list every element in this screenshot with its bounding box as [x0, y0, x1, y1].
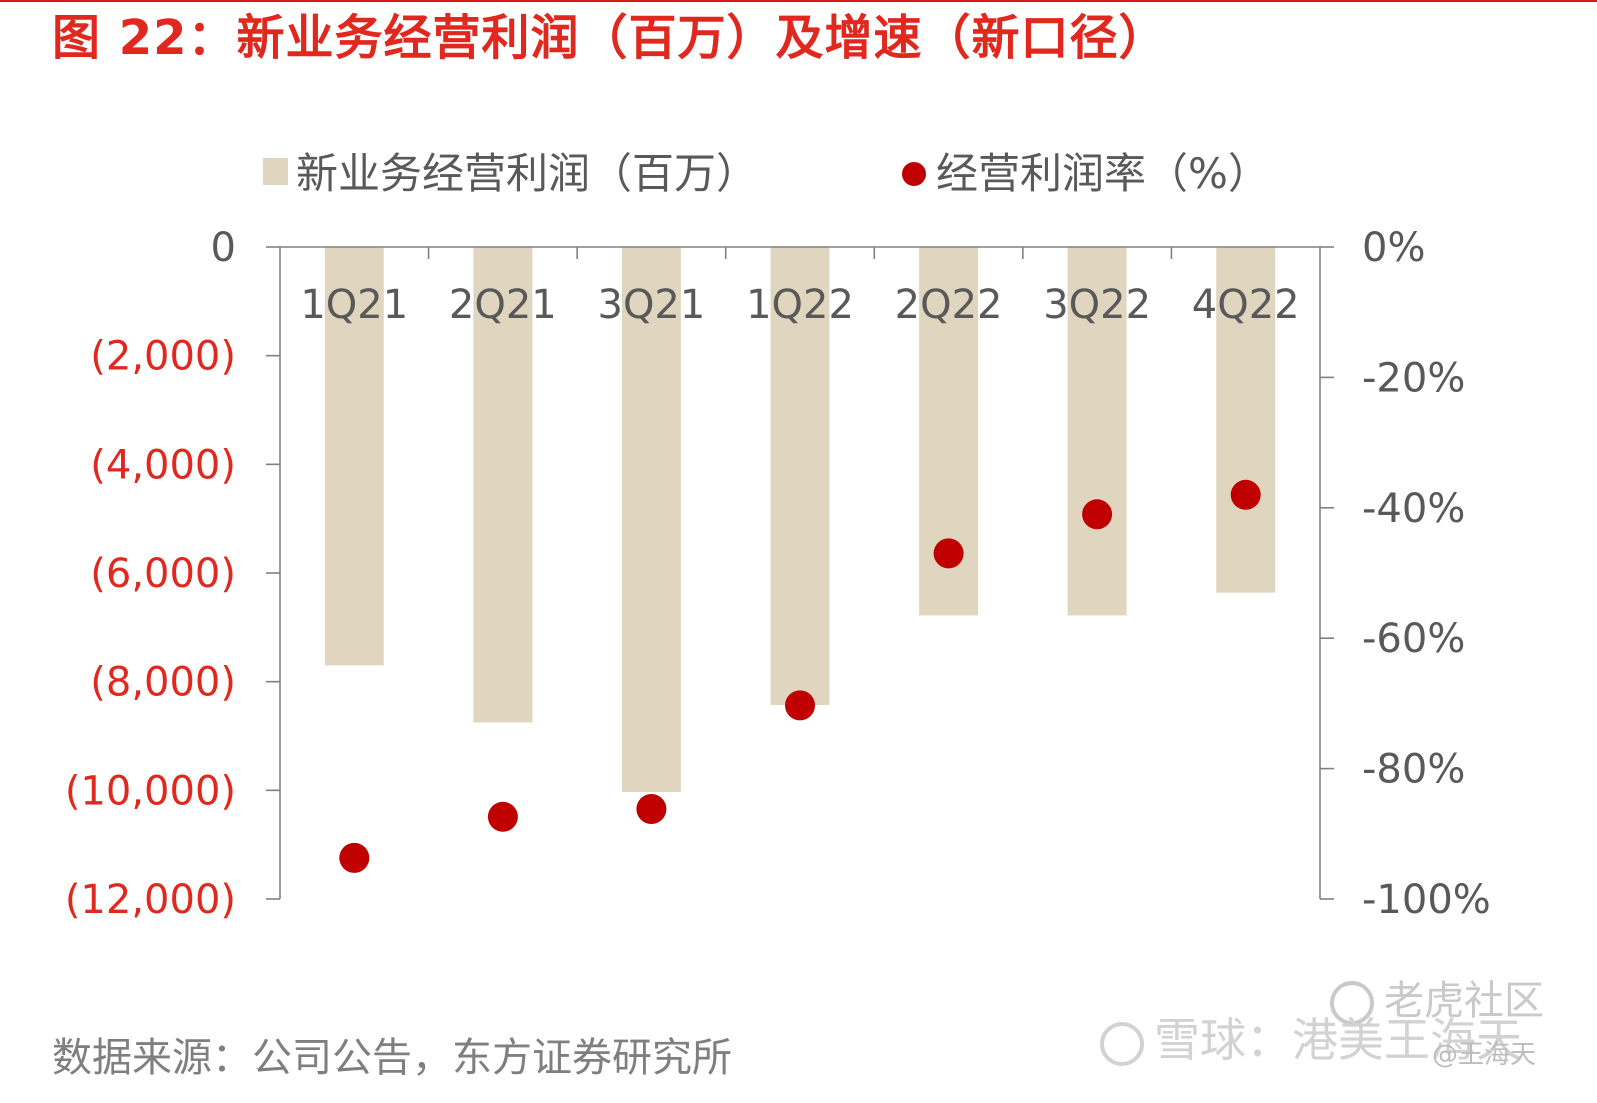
bar-2Q21: [473, 247, 533, 723]
watermark-xueqiu-text: 雪球：港美王海天: [1154, 1013, 1522, 1067]
legend-label-bar: 新业务经营利润（百万）: [296, 149, 758, 198]
watermark-tiger-text: 老虎社区: [1384, 978, 1544, 1024]
right-tick-label: 0%: [1362, 225, 1425, 271]
top-rule: [0, 0, 1597, 2]
margin-point-4Q22: [1230, 479, 1261, 510]
category-label: 1Q22: [746, 282, 854, 328]
margin-point-3Q21: [636, 794, 667, 824]
legend-label-dot: 经营利润率（%）: [936, 149, 1270, 198]
bar-3Q22: [1067, 247, 1127, 616]
category-label: 2Q22: [895, 282, 1003, 328]
margin-point-2Q21: [487, 801, 518, 832]
xueqiu-logo-icon: [1100, 1021, 1144, 1066]
left-tick-label: (12,000): [65, 877, 236, 923]
right-tick-label: -40%: [1362, 486, 1465, 532]
left-tick-label: (8,000): [90, 660, 236, 706]
bar-3Q21: [621, 247, 681, 792]
right-tick-label: -80%: [1362, 747, 1465, 793]
watermark-tiger: 老虎社区: [1330, 968, 1544, 1026]
bar-1Q21: [324, 247, 384, 666]
legend-swatch-bar: [263, 158, 288, 185]
left-tick-label: (4,000): [90, 442, 236, 488]
category-label: 3Q21: [598, 282, 706, 328]
margin-point-2Q22: [933, 538, 964, 569]
left-tick-label: (2,000): [90, 334, 236, 380]
category-label: 4Q22: [1192, 282, 1300, 328]
bar-1Q22: [770, 247, 830, 705]
category-label: 2Q21: [449, 282, 557, 328]
margin-point-3Q22: [1082, 499, 1113, 530]
watermark-xueqiu: 雪球：港美王海天: [1100, 1004, 1522, 1070]
tiger-logo-icon: [1330, 981, 1374, 1025]
margin-point-1Q22: [785, 690, 815, 721]
left-tick-label: 0: [211, 225, 236, 271]
watermark-user: @王海天: [1432, 1040, 1537, 1070]
legend-swatch-dot: [902, 162, 926, 186]
category-label: 1Q21: [300, 282, 408, 328]
category-label: 3Q22: [1043, 282, 1151, 328]
margin-point-1Q21: [339, 842, 370, 873]
left-tick-label: (6,000): [90, 551, 236, 597]
left-tick-label: (10,000): [65, 768, 236, 814]
bar-4Q22: [1216, 247, 1276, 593]
right-tick-label: -100%: [1362, 877, 1491, 923]
right-tick-label: -60%: [1362, 616, 1465, 662]
figure-title: 图 22：新业务经营利润（百万）及增速（新口径）: [52, 10, 1168, 66]
right-tick-label: -20%: [1362, 355, 1465, 401]
source-note: 数据来源：公司公告，东方证券研究所: [52, 1035, 732, 1081]
